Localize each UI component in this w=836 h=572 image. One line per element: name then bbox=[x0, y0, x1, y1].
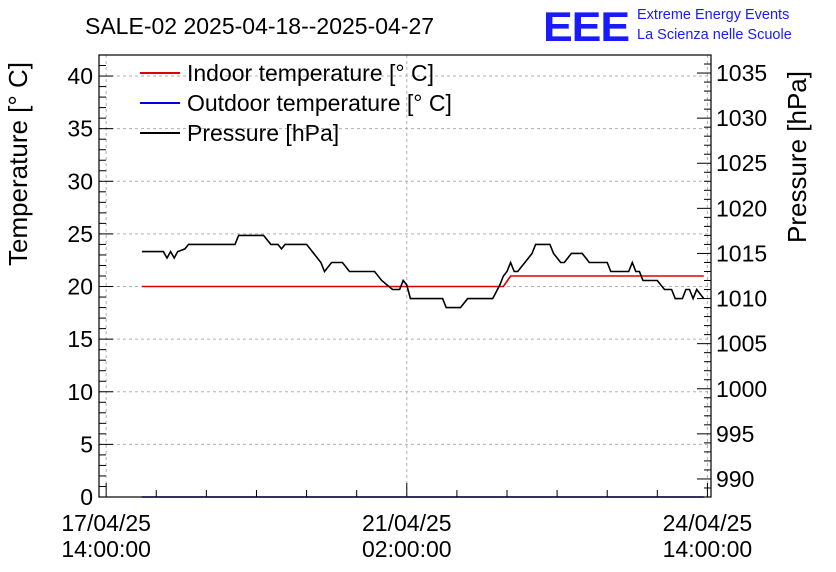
legend-label-1: Outdoor temperature [° C] bbox=[187, 90, 452, 116]
y2-tick-label: 990 bbox=[716, 466, 754, 492]
y-tick-label: 40 bbox=[67, 63, 93, 89]
x-tick-label-date: 24/04/25 bbox=[663, 510, 753, 536]
eee-logo: EEE Extreme Energy Events La Scienza nel… bbox=[543, 3, 792, 50]
eee-logo-line1: Extreme Energy Events bbox=[637, 7, 789, 23]
x-tick-label-time: 02:00:00 bbox=[362, 536, 452, 562]
y2-tick-label: 1015 bbox=[716, 240, 767, 266]
y2-tick-label: 995 bbox=[716, 421, 754, 447]
eee-logo-line2: La Scienza nelle Scuole bbox=[637, 27, 792, 43]
x-tick-label-time: 14:00:00 bbox=[61, 536, 151, 562]
y-tick-label: 0 bbox=[80, 484, 93, 510]
y2-tick-label: 1000 bbox=[716, 376, 767, 402]
y2-tick-label: 1030 bbox=[716, 105, 767, 131]
eee-logo-text: EEE bbox=[543, 3, 629, 50]
y2-tick-label: 1005 bbox=[716, 331, 767, 357]
y-tick-label: 15 bbox=[67, 326, 93, 352]
x-tick-label-date: 17/04/25 bbox=[61, 510, 151, 536]
y2-tick-label: 1035 bbox=[716, 60, 767, 86]
y2-tick-label: 1020 bbox=[716, 195, 767, 221]
legend: Indoor temperature [° C] Outdoor temperat… bbox=[140, 60, 452, 146]
y-axis-title: Temperature [° C] bbox=[3, 62, 33, 266]
y2-axis-title: Pressure [hPa] bbox=[782, 71, 812, 243]
series-line-0 bbox=[141, 275, 704, 288]
legend-label-2: Pressure [hPa] bbox=[187, 120, 339, 146]
y2-tick-label: 1010 bbox=[716, 286, 767, 312]
y-tick-label: 5 bbox=[80, 431, 93, 457]
x-tick-label-time: 14:00:00 bbox=[663, 536, 753, 562]
x-tick-label-date: 21/04/25 bbox=[362, 510, 452, 536]
y-tick-label: 20 bbox=[67, 274, 93, 300]
series-line-2 bbox=[141, 234, 705, 309]
y-tick-label: 35 bbox=[67, 116, 93, 142]
y2-tick-label: 1025 bbox=[716, 150, 767, 176]
chart-title: SALE-02 2025-04-18--2025-04-27 bbox=[85, 13, 434, 39]
y-tick-label: 30 bbox=[67, 168, 93, 194]
y-tick-label: 10 bbox=[67, 379, 93, 405]
legend-label-0: Indoor temperature [° C] bbox=[187, 60, 434, 86]
y-tick-label: 25 bbox=[67, 221, 93, 247]
axes: 0510152025303540990995100010051010101510… bbox=[61, 54, 767, 562]
